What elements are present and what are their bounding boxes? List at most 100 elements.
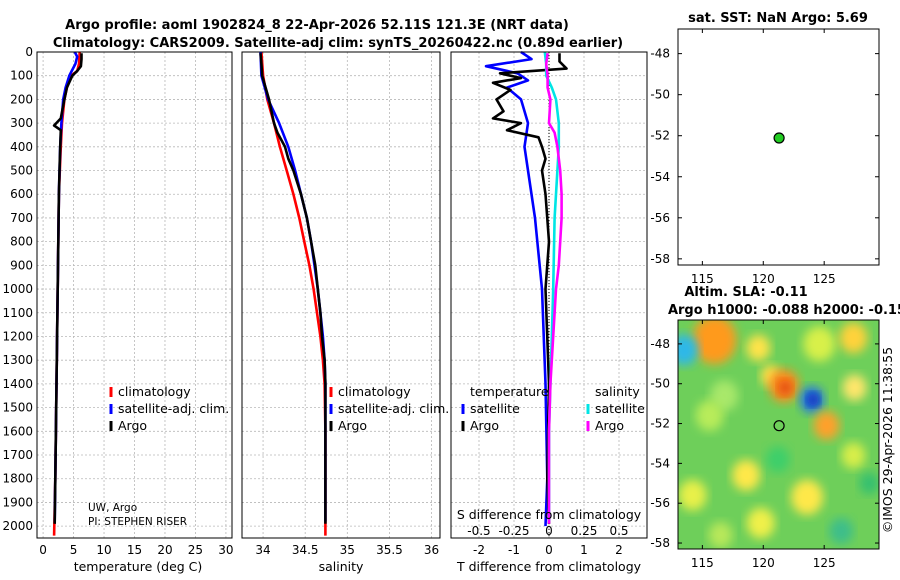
x-tick-label: 36 — [424, 543, 439, 557]
lat-tick-label: -48 — [650, 47, 670, 61]
x-tick-label: 1 — [580, 543, 588, 557]
x-tick-label: 35.5 — [376, 543, 403, 557]
legend-label-t-satellite: satellite — [470, 401, 520, 416]
depth-tick-label: 1300 — [2, 353, 33, 367]
legend-title-salinity: salinity — [595, 384, 640, 399]
sst-map-panel: 115 120 125 -48 -50 -52 -54 -56 -58 — [650, 28, 880, 286]
sla-blob — [746, 334, 771, 362]
depth-tick-label: 300 — [10, 116, 33, 130]
s-tick-label: -0.25 — [498, 524, 529, 538]
x-tick-label: 25 — [188, 543, 203, 557]
depth-tick-label: 1600 — [2, 424, 33, 438]
lat-tick-label: -56 — [650, 211, 670, 225]
difference-legend: temperature salinity satellite Argo sate… — [461, 384, 645, 433]
sla-map-panel: 115 120 125 -48 -50 -52 -54 -56 -58 — [650, 319, 880, 570]
sla-blob — [829, 517, 854, 545]
x-tick-label: 35 — [340, 543, 355, 557]
argo-position-marker — [773, 420, 785, 432]
s-difference-label: S difference from climatology — [457, 507, 642, 522]
salinity-xlabel: salinity — [319, 559, 364, 574]
map-frame — [677, 28, 880, 266]
depth-tick-label: 1900 — [2, 495, 33, 509]
plot-area — [242, 52, 440, 538]
sla-blob — [813, 411, 840, 440]
depth-tick-label: 1700 — [2, 448, 33, 462]
series-line-temperature-argo — [491, 53, 568, 524]
sla-blob — [778, 380, 793, 396]
s-tick-label: -0.5 — [467, 524, 490, 538]
depth-tick-label: 500 — [10, 164, 33, 178]
sla-blob — [692, 320, 737, 365]
s-tick-label: 0.25 — [571, 524, 598, 538]
depth-tick-label: 1100 — [2, 306, 33, 320]
series-line-argo — [259, 53, 327, 524]
sla-blob — [803, 326, 836, 362]
series-line-salinity-argo — [544, 53, 563, 524]
x-tick-label: 0 — [545, 543, 553, 557]
plot-frame — [36, 51, 233, 539]
depth-tick-label: 400 — [10, 140, 33, 154]
sla-blob — [708, 521, 733, 549]
x-tick-label: 30 — [218, 543, 233, 557]
depth-tick-label: 100 — [10, 69, 33, 83]
legend-label-satellite: satellite-adj. clim. — [118, 401, 229, 416]
difference-panel: -2 -1 0 1 2 -0.5 -0.25 0 0.25 0.5 — [450, 50, 648, 557]
salinity-panel: 34 34.5 35 35.5 36 — [241, 51, 441, 557]
sla-blob — [746, 507, 775, 539]
s-tick-label: 0.5 — [609, 524, 628, 538]
depth-tick-label: 1400 — [2, 377, 33, 391]
x-tick-label: 15 — [127, 543, 142, 557]
figure-title-line1: Argo profile: aoml 1902824_8 22-Apr-2026… — [65, 18, 569, 33]
difference-xlabel: T difference from climatology — [456, 559, 642, 574]
lat-tick-label: -52 — [650, 129, 670, 143]
depth-tick-label: 1200 — [2, 329, 33, 343]
legend-label-t-argo: Argo — [470, 418, 499, 433]
sla-blob — [791, 479, 824, 515]
sla-blob — [678, 334, 699, 366]
lon-tick-label: 115 — [691, 556, 714, 570]
depth-tick-label: 200 — [10, 92, 33, 106]
lat-tick-label: -58 — [650, 536, 670, 550]
x-tick-label: 20 — [157, 543, 172, 557]
lat-tick-label: -54 — [650, 456, 670, 470]
lon-tick-label: 120 — [752, 272, 775, 286]
credit-line1: UW, Argo — [88, 502, 137, 514]
sla-blob — [678, 479, 707, 511]
plot-frame — [241, 51, 441, 539]
legend-label-satellite: satellite-adj. clim. — [338, 401, 449, 416]
sla-blob — [765, 446, 790, 473]
legend-label-climatology: climatology — [118, 384, 191, 399]
legend-label-argo: Argo — [118, 418, 147, 433]
x-tick-label: 34 — [255, 543, 270, 557]
x-tick-label: 5 — [70, 543, 78, 557]
temperature-xlabel: temperature (deg C) — [74, 559, 203, 574]
lon-tick-label: 125 — [813, 556, 836, 570]
lon-tick-label: 125 — [813, 272, 836, 286]
sla-field — [678, 320, 879, 549]
sla-blob — [807, 393, 820, 407]
figure-title-line2: Climatology: CARS2009. Satellite-adj cli… — [53, 36, 623, 51]
legend-label-climatology: climatology — [338, 384, 411, 399]
depth-tick-label: 1800 — [2, 472, 33, 486]
lat-tick-label: -50 — [650, 377, 670, 391]
argo-position-marker — [773, 132, 785, 144]
timestamp-label: ©IMOS 29-Apr-2026 11:38:55 — [880, 347, 895, 533]
sla-blob — [695, 400, 724, 431]
depth-tick-label: 600 — [10, 187, 33, 201]
sla-blob — [859, 472, 879, 495]
x-tick-label: 2 — [615, 543, 623, 557]
lat-tick-label: -48 — [650, 337, 670, 351]
lon-tick-label: 115 — [691, 272, 714, 286]
salinity-legend: climatology satellite-adj. clim. Argo — [329, 384, 449, 433]
temperature-panel: 0100200300400500600700800900100011001200… — [2, 45, 233, 557]
sla-blob — [841, 442, 866, 469]
series-line-argo — [52, 53, 83, 524]
depth-tick-label: 900 — [10, 258, 33, 272]
x-tick-label: -2 — [473, 543, 485, 557]
x-tick-label: 0 — [39, 543, 47, 557]
lat-tick-label: -54 — [650, 170, 670, 184]
sla-map-title-line2: Argo h1000: -0.088 h2000: -0.15 — [668, 303, 900, 318]
sla-blob — [732, 459, 761, 491]
legend-label-s-satellite: satellite — [595, 401, 645, 416]
